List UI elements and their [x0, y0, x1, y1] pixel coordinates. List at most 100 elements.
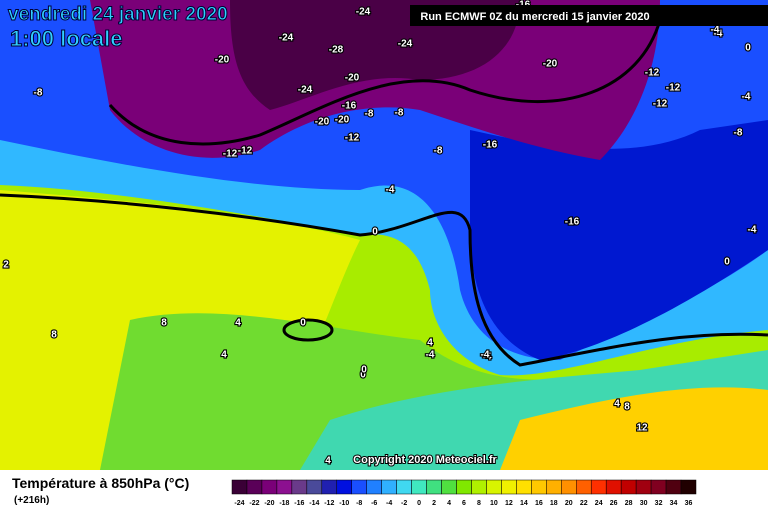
contour-label: -4 [483, 352, 492, 363]
contour-label: -20 [543, 59, 558, 70]
contour-label: -12 [345, 133, 360, 144]
legend-label: -2 [401, 500, 407, 507]
contour-label: -8 [434, 146, 443, 157]
contour-label: 0 [300, 318, 306, 329]
legend-title: Température à 850hPa (°C) [12, 475, 189, 491]
contour-label: -12 [238, 146, 253, 157]
contour-label: -24 [356, 7, 371, 18]
contour-label: -12 [666, 83, 681, 94]
legend-label: 20 [565, 500, 573, 507]
legend-swatch [561, 479, 577, 495]
coldest [230, 0, 520, 110]
contour-label: -4 [714, 29, 723, 40]
legend-label: -8 [356, 500, 362, 507]
legend-label: 24 [595, 500, 603, 507]
closed-isotherm [282, 318, 334, 342]
warm-southeast [500, 387, 768, 470]
legend-swatch [620, 479, 637, 495]
run-info: Run ECMWF 0Z du mercredi 15 janvier 2020 [420, 11, 649, 23]
legend-swatch [576, 479, 592, 495]
legend-label: 14 [520, 500, 528, 507]
contour-label: 8 [51, 330, 57, 341]
contour-label: 0 [372, 227, 378, 238]
legend-swatch [605, 479, 622, 495]
time: 1:00 locale [10, 26, 123, 51]
legend-label: 18 [550, 500, 558, 507]
legend-label: 16 [535, 500, 543, 507]
legend-swatch [501, 479, 517, 495]
map: -24-24-28-24-20-8 -24-20-16-20 -20-8 -8-12-… [0, 0, 768, 470]
legend-swatch [336, 479, 352, 495]
legend-label: 28 [625, 500, 633, 507]
legend-label: 10 [490, 500, 498, 507]
legend-swatch [680, 479, 697, 495]
contour-label: -4 [742, 92, 751, 103]
contour-label: 4 [235, 318, 241, 329]
legend-label: -22 [249, 500, 259, 507]
contour-label: 12 [636, 423, 648, 434]
contour-label: -4 [711, 25, 720, 36]
legend-swatch [665, 479, 682, 495]
contour-label: -8 [365, 109, 374, 120]
contour-label: -8 [395, 108, 404, 119]
legend-swatch [426, 479, 442, 495]
zero-isotherm [0, 193, 768, 367]
legend-swatch [456, 479, 472, 495]
run-box [410, 5, 768, 26]
legend-label: -4 [386, 500, 392, 507]
contour-label: -20 [315, 117, 330, 128]
legend-label: -10 [339, 500, 349, 507]
legend-swatch [321, 479, 338, 495]
legend-label: 30 [640, 500, 648, 507]
contour-label: -28 [329, 45, 344, 56]
legend-swatch [246, 479, 263, 495]
legend-swatch [531, 479, 547, 495]
contour-label: -16 [342, 101, 357, 112]
cold-east [470, 120, 768, 360]
contour-label: 0 [745, 43, 751, 54]
contour-label: -4 [481, 350, 490, 361]
contour-label: -24 [398, 39, 413, 50]
legend-label: -16 [294, 500, 304, 507]
contour-label: -4 [386, 185, 395, 196]
legend-label: 34 [670, 500, 678, 507]
legend-swatch [291, 479, 308, 495]
contour-label: 0 [360, 370, 366, 381]
legend-label: 2 [432, 500, 436, 507]
contour-label: 4 [221, 350, 227, 361]
legend-label: 26 [610, 500, 618, 507]
legend-label: 8 [477, 500, 481, 507]
legend-swatch [516, 479, 532, 495]
legend-label: -24 [234, 500, 244, 507]
legend-label: -20 [264, 500, 274, 507]
contour-label: 4 [614, 399, 620, 410]
legend-label: 36 [685, 500, 693, 507]
legend-swatch [635, 479, 652, 495]
legend-swatch [306, 479, 323, 495]
minus-twenty-isotherm [108, 19, 662, 146]
legend-label: 12 [505, 500, 513, 507]
legend-label: -6 [371, 500, 377, 507]
legend-label: 22 [580, 500, 588, 507]
legend-label: 0 [417, 500, 421, 507]
contour-label: -16 [483, 140, 498, 151]
contour-label: -20 [335, 115, 350, 126]
contour-label: 2 [3, 260, 9, 271]
legend-swatch [261, 479, 278, 495]
contour-label: 0 [724, 257, 730, 268]
legend-scale: -24 -22 -20 -18 -16 -14 -12 -10 -8 -6 -4 -2 0 2 4 6 8 10 1… [231, 479, 697, 507]
contour-label: -24 [279, 33, 294, 44]
legend-swatch [231, 479, 248, 495]
legend-swatch [486, 479, 502, 495]
legend-swatch [351, 479, 367, 495]
legend-label: -18 [279, 500, 289, 507]
contour-label: 4 [427, 338, 433, 349]
legend-swatch [396, 479, 412, 495]
contour-label: 4 [325, 456, 331, 467]
legend-label: -14 [309, 500, 319, 507]
legend-label: -12 [324, 500, 334, 507]
contour-label: -8 [734, 128, 743, 139]
legend-swatch [650, 479, 667, 495]
contour-label: 8 [624, 402, 630, 413]
